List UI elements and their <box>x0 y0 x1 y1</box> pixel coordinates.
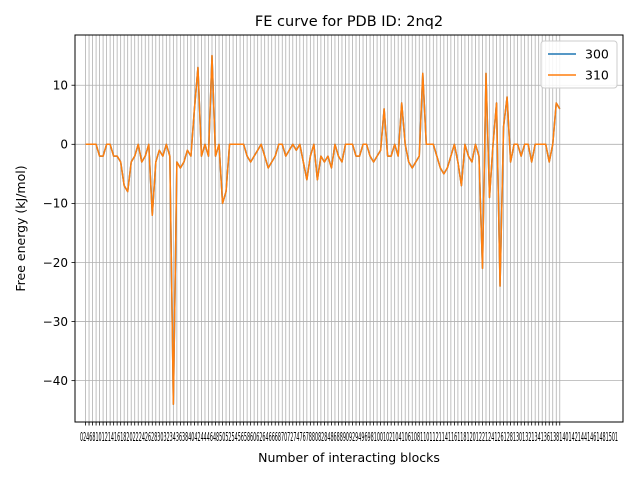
legend-label-310: 310 <box>585 68 609 83</box>
x-tick-labels: 0246810121416182022242628303234363840424… <box>80 430 618 444</box>
legend-box <box>540 40 618 89</box>
series-line-310 <box>85 54 561 406</box>
y-tick-label: −40 <box>43 374 68 388</box>
y-axis-label: Free energy (kJ/mol) <box>13 165 28 291</box>
x-axis-label: Number of interacting blocks <box>258 450 440 465</box>
legend: 300 310 <box>540 40 618 89</box>
y-tick-label: 0 <box>60 138 68 152</box>
x-axis-ticks <box>85 422 561 426</box>
y-tick-label: −30 <box>43 315 68 329</box>
series-lines <box>85 54 561 406</box>
legend-label-300: 300 <box>585 47 609 62</box>
y-tick-label: 10 <box>53 79 68 93</box>
y-axis-ticks: 10 0 −10 −20 −30 −40 <box>43 79 75 388</box>
chart-title: FE curve for PDB ID: 2nq2 <box>255 14 443 30</box>
y-tick-label: −20 <box>43 256 68 270</box>
y-tick-label: −10 <box>43 197 68 211</box>
